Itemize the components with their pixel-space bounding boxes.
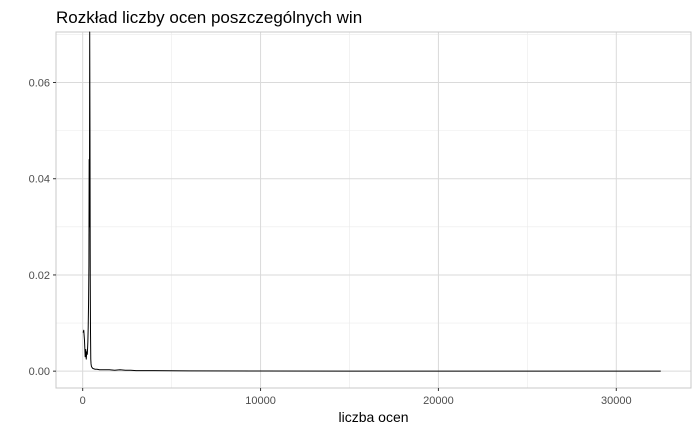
panel-border (55, 31, 692, 389)
x-axis-title: liczba ocen (338, 409, 408, 425)
y-tick-label: 0.00 (29, 366, 50, 378)
plot-panel: 0.00 0.02 0.04 0.06 0 10000 20000 30000 (29, 31, 692, 407)
x-tick-label: 0 (80, 395, 86, 407)
density-line (82, 31, 661, 372)
x-tick-label: 10000 (245, 395, 276, 407)
y-tick-label: 0.02 (29, 270, 50, 282)
chart-title: Rozkład liczby ocen poszczególnych win (56, 8, 362, 27)
x-tick-label: 30000 (601, 395, 632, 407)
x-tick-label: 20000 (423, 395, 454, 407)
y-tick-label: 0.04 (29, 174, 50, 186)
y-tick-label: 0.06 (29, 78, 50, 90)
